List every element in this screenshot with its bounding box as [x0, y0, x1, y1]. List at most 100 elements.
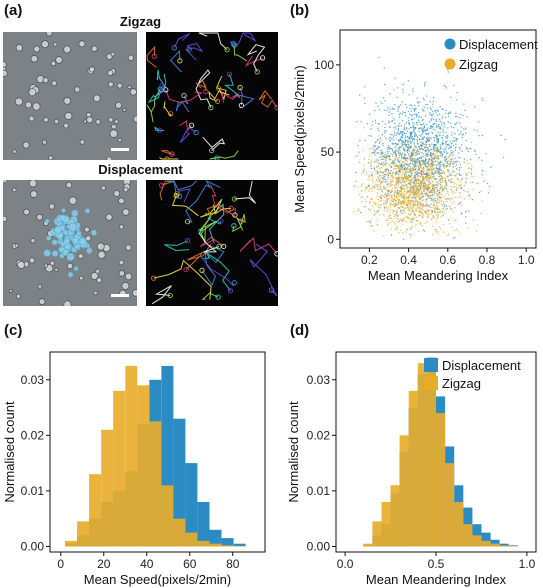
point-zigzag — [368, 174, 370, 177]
point-zigzag — [377, 173, 379, 175]
point-zigzag — [405, 197, 408, 199]
point-zigzag — [441, 182, 443, 184]
point-displacement — [433, 139, 436, 142]
point-displacement — [423, 106, 425, 109]
point-zigzag — [470, 141, 472, 144]
point-zigzag — [444, 198, 447, 200]
point-zigzag — [407, 186, 409, 189]
point-displacement — [445, 151, 447, 153]
point-zigzag — [380, 163, 383, 165]
point-zigzag — [404, 203, 406, 205]
point-zigzag — [384, 180, 386, 183]
point-zigzag — [397, 198, 399, 201]
point-displacement — [355, 155, 357, 157]
panel-label-a: (a) — [4, 2, 23, 19]
point-displacement — [490, 166, 492, 168]
point-displacement — [451, 152, 453, 155]
point-zigzag — [416, 193, 418, 195]
point-zigzag — [376, 188, 378, 190]
track-end — [228, 205, 234, 211]
point-displacement — [399, 165, 402, 167]
cell — [90, 271, 99, 280]
point-displacement — [425, 152, 427, 154]
point-displacement — [382, 178, 384, 180]
point-zigzag — [416, 194, 418, 196]
point-zigzag — [390, 166, 392, 169]
point-displacement — [386, 155, 388, 157]
point-zigzag — [390, 214, 392, 216]
point-zigzag — [385, 196, 387, 199]
point-zigzag — [415, 164, 417, 167]
point-zigzag — [422, 149, 424, 151]
point-displacement — [448, 112, 450, 114]
point-zigzag — [397, 203, 400, 205]
point-displacement — [395, 143, 397, 145]
cell — [65, 181, 73, 189]
point-zigzag — [443, 156, 446, 158]
point-zigzag — [392, 172, 394, 174]
point-zigzag — [392, 176, 394, 179]
point-zigzag — [401, 179, 404, 181]
point-zigzag — [380, 167, 383, 169]
point-zigzag — [359, 162, 361, 164]
point-displacement — [435, 118, 438, 121]
bar-displacement — [499, 543, 509, 547]
point-zigzag — [421, 171, 424, 173]
point-zigzag — [421, 215, 423, 217]
bar-zigzag — [381, 502, 391, 547]
point-zigzag — [372, 181, 375, 183]
point-displacement — [412, 121, 414, 124]
point-zigzag — [466, 163, 469, 165]
point-zigzag — [392, 156, 394, 158]
point-zigzag — [433, 190, 435, 192]
point-zigzag — [395, 181, 397, 183]
point-zigzag — [412, 194, 414, 196]
point-displacement — [378, 123, 380, 125]
point-displacement — [433, 96, 435, 99]
point-zigzag — [429, 165, 432, 167]
point-zigzag — [412, 203, 414, 206]
track-end — [184, 219, 191, 225]
point-zigzag — [376, 184, 378, 187]
point-displacement — [415, 134, 417, 136]
point-zigzag — [440, 183, 442, 186]
point-displacement — [397, 140, 400, 142]
micrograph-displacement-brightfield — [3, 180, 137, 306]
point-displacement — [447, 121, 449, 123]
point-displacement — [401, 134, 404, 136]
point-zigzag — [450, 188, 452, 191]
point-zigzag — [436, 215, 438, 217]
point-displacement — [459, 156, 461, 159]
point-displacement — [406, 106, 408, 109]
point-zigzag — [418, 195, 421, 197]
cell-track — [176, 95, 190, 113]
point-zigzag — [388, 157, 390, 159]
point-zigzag — [395, 147, 397, 149]
point-zigzag — [397, 157, 399, 159]
point-zigzag — [413, 191, 415, 193]
point-displacement — [416, 135, 418, 137]
point-displacement — [429, 127, 431, 129]
point-displacement — [383, 67, 385, 69]
point-zigzag — [366, 173, 368, 175]
point-zigzag — [420, 141, 423, 143]
point-displacement — [450, 149, 452, 152]
point-zigzag — [472, 188, 474, 190]
bar-displacement — [221, 538, 234, 547]
point-displacement — [418, 157, 420, 159]
point-displacement — [359, 211, 362, 214]
point-zigzag — [407, 157, 409, 159]
cell — [121, 282, 130, 290]
point-displacement — [391, 142, 393, 144]
point-zigzag — [436, 160, 438, 163]
point-zigzag — [434, 155, 436, 157]
point-zigzag — [410, 170, 413, 173]
point-zigzag — [383, 158, 385, 160]
cell-track — [169, 50, 182, 73]
point-displacement — [481, 169, 483, 172]
point-zigzag — [413, 159, 415, 161]
point-displacement — [439, 126, 442, 129]
point-zigzag — [419, 190, 421, 192]
track-end — [215, 294, 221, 300]
point-displacement — [451, 131, 453, 134]
